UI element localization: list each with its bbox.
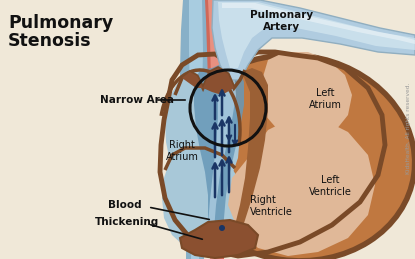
Text: KidsHealth. All rights reserved.: KidsHealth. All rights reserved. (405, 82, 410, 174)
Ellipse shape (175, 55, 415, 259)
Polygon shape (260, 52, 352, 138)
Text: Stenosis: Stenosis (8, 32, 92, 50)
Polygon shape (165, 70, 240, 194)
Polygon shape (180, 220, 258, 258)
Text: Pulmonary
Artery: Pulmonary Artery (250, 10, 314, 32)
Text: Blood: Blood (108, 200, 142, 210)
Polygon shape (189, 0, 203, 259)
Polygon shape (194, 62, 244, 240)
Polygon shape (162, 148, 242, 250)
Polygon shape (212, 0, 415, 80)
Text: Narrow Area: Narrow Area (100, 95, 174, 105)
Polygon shape (203, 68, 234, 95)
Polygon shape (182, 72, 203, 88)
Polygon shape (228, 118, 375, 256)
Text: Left
Atrium: Left Atrium (309, 88, 342, 110)
Polygon shape (180, 0, 210, 259)
Text: Right
Atrium: Right Atrium (166, 140, 198, 162)
Text: Pulmonary: Pulmonary (8, 14, 113, 32)
Polygon shape (206, 65, 236, 240)
Text: Thickening: Thickening (95, 217, 159, 227)
Polygon shape (200, 0, 240, 259)
Polygon shape (208, 0, 221, 259)
Text: Left
Ventricle: Left Ventricle (309, 175, 352, 197)
Text: Right
Ventricle: Right Ventricle (250, 195, 293, 217)
Polygon shape (232, 68, 268, 240)
Circle shape (219, 225, 225, 231)
Polygon shape (222, 3, 415, 44)
Polygon shape (218, 2, 415, 68)
